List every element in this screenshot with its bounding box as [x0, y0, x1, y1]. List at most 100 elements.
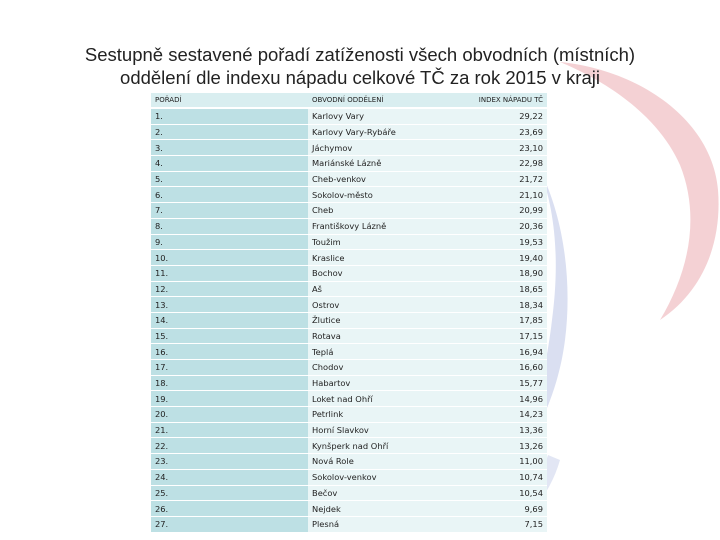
rank-cell: 24. — [151, 469, 308, 486]
rank-cell: 12. — [151, 281, 308, 298]
table-row: 1. Karlovy Vary 29,22 — [151, 109, 547, 125]
index-cell: 10,74 — [467, 469, 547, 486]
header-index: INDEX NÁPADU TČ — [467, 93, 547, 109]
index-cell: 9,69 — [467, 501, 547, 517]
index-cell: 13,36 — [467, 422, 547, 439]
header-department: OBVODNÍ ODDĚLENÍ — [308, 93, 467, 109]
department-cell: Kraslice — [308, 250, 467, 266]
table-row: 8. Františkovy Lázně 20,36 — [151, 218, 547, 235]
table-row: 27. Plesná 7,15 — [151, 516, 547, 533]
department-cell: Aš — [308, 281, 467, 298]
title-line-2: oddělení dle indexu nápadu celkové TČ za… — [120, 67, 600, 88]
table-row: 12. Aš 18,65 — [151, 281, 547, 298]
table-row: 23. Nová Role 11,00 — [151, 454, 547, 470]
rank-cell: 14. — [151, 312, 308, 329]
table-row: 24. Sokolov-venkov 10,74 — [151, 469, 547, 486]
index-cell: 18,34 — [467, 297, 547, 313]
rank-cell: 27. — [151, 516, 308, 533]
table-row: 15. Rotava 17,15 — [151, 328, 547, 345]
rank-cell: 13. — [151, 297, 308, 313]
rank-cell: 5. — [151, 171, 308, 188]
department-cell: Žlutice — [308, 312, 467, 329]
index-cell: 14,23 — [467, 407, 547, 423]
department-cell: Toužim — [308, 234, 467, 251]
table-row: 3. Jáchymov 23,10 — [151, 140, 547, 157]
department-cell: Františkovy Lázně — [308, 218, 467, 235]
department-cell: Teplá — [308, 344, 467, 360]
table-row: 17. Chodov 16,60 — [151, 360, 547, 376]
rank-cell: 23. — [151, 454, 308, 470]
table-row: 10. Kraslice 19,40 — [151, 250, 547, 266]
rank-cell: 16. — [151, 344, 308, 360]
rank-cell: 18. — [151, 375, 308, 392]
rank-cell: 17. — [151, 360, 308, 376]
table-header-row: POŘADÍ OBVODNÍ ODDĚLENÍ INDEX NÁPADU TČ — [151, 93, 547, 109]
rank-cell: 6. — [151, 187, 308, 204]
department-cell: Jáchymov — [308, 140, 467, 157]
index-cell: 14,96 — [467, 391, 547, 408]
rank-cell: 3. — [151, 140, 308, 157]
ranking-table: POŘADÍ OBVODNÍ ODDĚLENÍ INDEX NÁPADU TČ … — [151, 93, 547, 533]
rank-cell: 7. — [151, 203, 308, 219]
rank-cell: 21. — [151, 422, 308, 439]
department-cell: Mariánské Lázně — [308, 156, 467, 172]
rank-cell: 25. — [151, 485, 308, 502]
table-row: 20. Petrlink 14,23 — [151, 407, 547, 423]
table-row: 11. Bochov 18,90 — [151, 265, 547, 282]
table-row: 13. Ostrov 18,34 — [151, 297, 547, 313]
table-row: 14. Žlutice 17,85 — [151, 312, 547, 329]
table-row: 25. Bečov 10,54 — [151, 485, 547, 502]
index-cell: 22,98 — [467, 156, 547, 172]
index-cell: 29,22 — [467, 109, 547, 125]
index-cell: 18,90 — [467, 265, 547, 282]
table-row: 26. Nejdek 9,69 — [151, 501, 547, 517]
index-cell: 16,94 — [467, 344, 547, 360]
table-row: 2. Karlovy Vary-Rybáře 23,69 — [151, 124, 547, 141]
rank-cell: 8. — [151, 218, 308, 235]
index-cell: 20,99 — [467, 203, 547, 219]
table-row: 21. Horní Slavkov 13,36 — [151, 422, 547, 439]
red-swoosh — [560, 62, 719, 320]
department-cell: Bochov — [308, 265, 467, 282]
department-cell: Loket nad Ohří — [308, 391, 467, 408]
index-cell: 21,10 — [467, 187, 547, 204]
rank-cell: 4. — [151, 156, 308, 172]
index-cell: 16,60 — [467, 360, 547, 376]
table-row: 18. Habartov 15,77 — [151, 375, 547, 392]
rank-cell: 2. — [151, 124, 308, 141]
rank-cell: 19. — [151, 391, 308, 408]
index-cell: 13,26 — [467, 438, 547, 455]
department-cell: Nejdek — [308, 501, 467, 517]
department-cell: Karlovy Vary — [308, 109, 467, 125]
index-cell: 23,69 — [467, 124, 547, 141]
index-cell: 17,15 — [467, 328, 547, 345]
index-cell: 21,72 — [467, 171, 547, 188]
department-cell: Ostrov — [308, 297, 467, 313]
title-line-1: Sestupně sestavené pořadí zatíženosti vš… — [84, 44, 636, 65]
department-cell: Sokolov-město — [308, 187, 467, 204]
department-cell: Bečov — [308, 485, 467, 502]
index-cell: 18,65 — [467, 281, 547, 298]
rank-cell: 9. — [151, 234, 308, 251]
index-cell: 20,36 — [467, 218, 547, 235]
department-cell: Habartov — [308, 375, 467, 392]
table-row: 7. Cheb 20,99 — [151, 203, 547, 219]
department-cell: Petrlink — [308, 407, 467, 423]
index-cell: 19,53 — [467, 234, 547, 251]
department-cell: Chodov — [308, 360, 467, 376]
table-row: 4. Mariánské Lázně 22,98 — [151, 156, 547, 172]
department-cell: Kynšperk nad Ohří — [308, 438, 467, 455]
department-cell: Karlovy Vary-Rybáře — [308, 124, 467, 141]
department-cell: Nová Role — [308, 454, 467, 470]
department-cell: Cheb — [308, 203, 467, 219]
index-cell: 15,77 — [467, 375, 547, 392]
table-row: 19. Loket nad Ohří 14,96 — [151, 391, 547, 408]
rank-cell: 10. — [151, 250, 308, 266]
department-cell: Horní Slavkov — [308, 422, 467, 439]
rank-cell: 20. — [151, 407, 308, 423]
page-title: Sestupně sestavené pořadí zatíženosti vš… — [20, 43, 700, 89]
index-cell: 7,15 — [467, 516, 547, 533]
rank-cell: 1. — [151, 109, 308, 125]
index-cell: 11,00 — [467, 454, 547, 470]
department-cell: Rotava — [308, 328, 467, 345]
